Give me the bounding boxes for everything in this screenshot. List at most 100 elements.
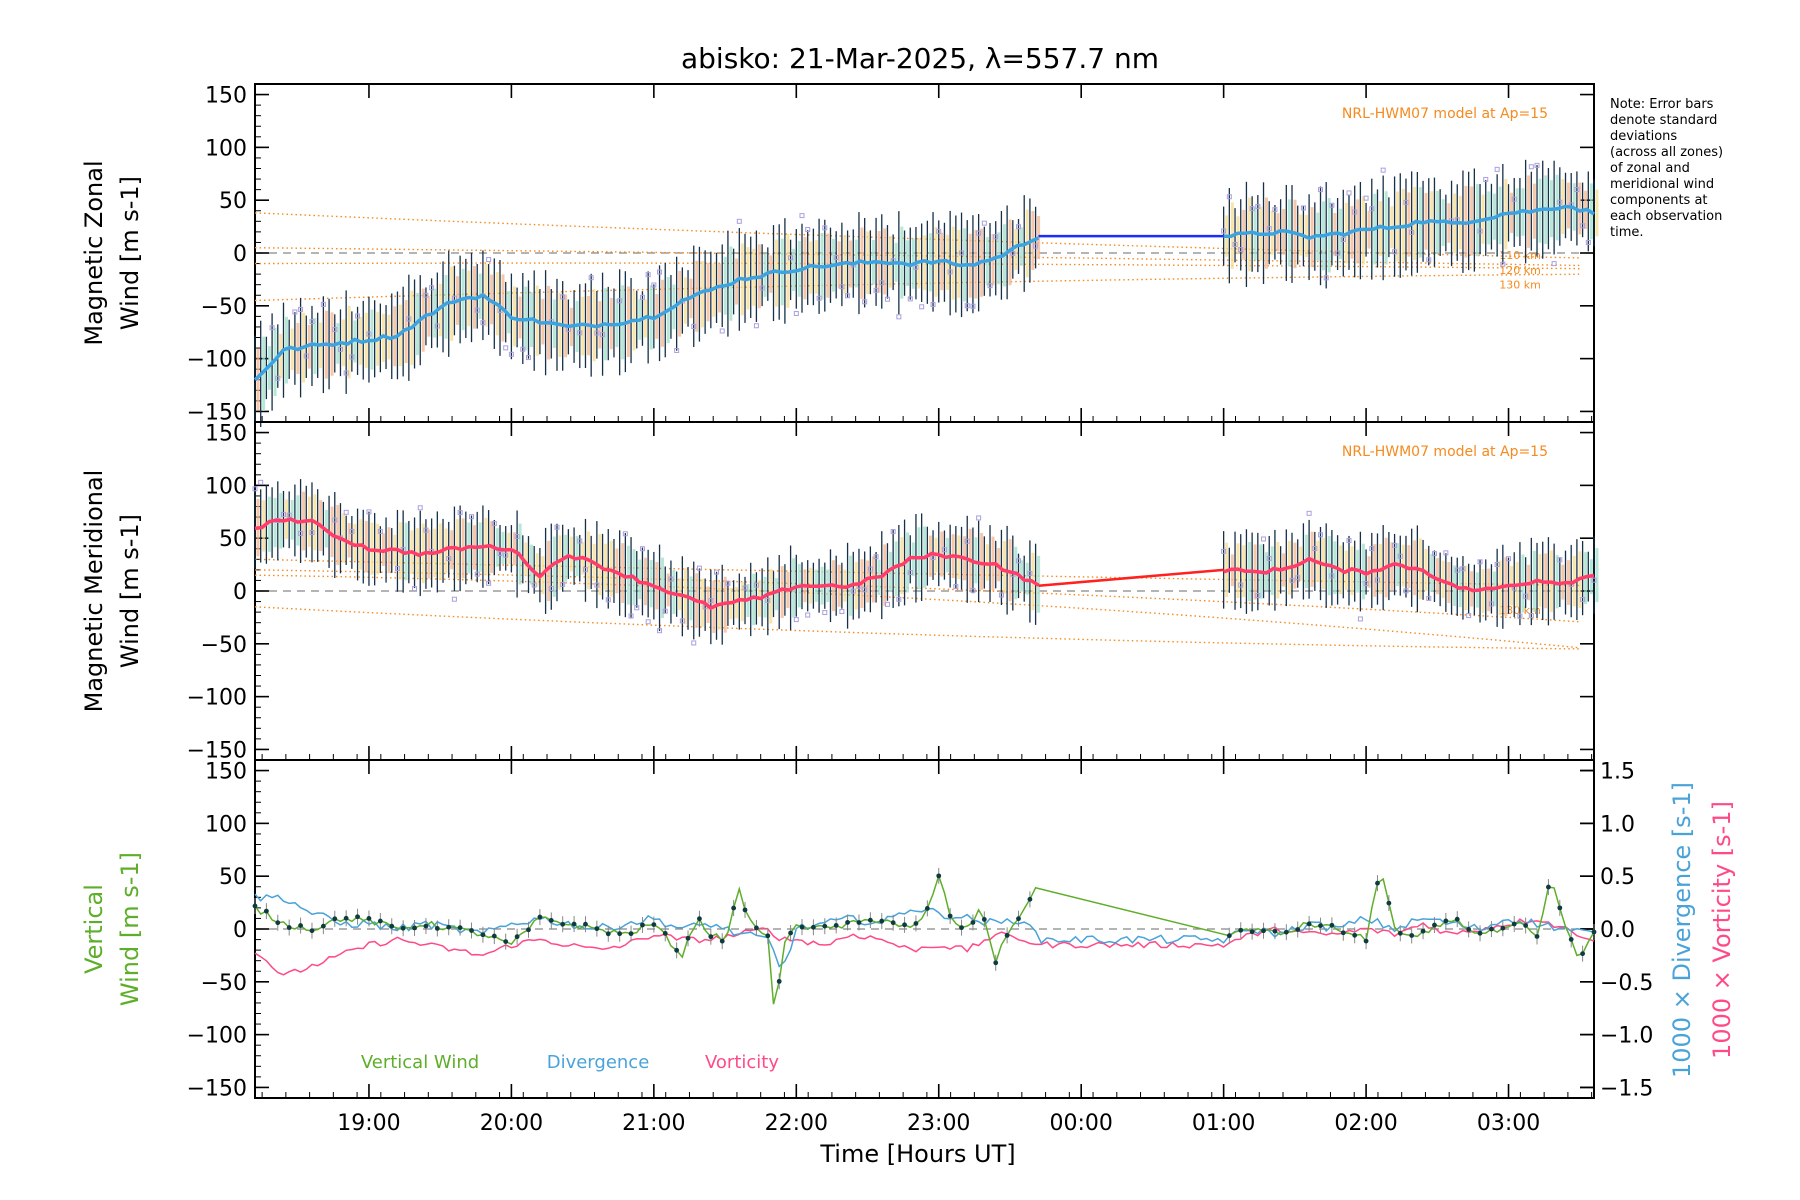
sample-point bbox=[850, 588, 856, 594]
vertical-wind-point bbox=[731, 905, 737, 911]
sample-point bbox=[446, 556, 452, 562]
sample-point bbox=[753, 323, 759, 329]
model-curve bbox=[254, 569, 1580, 623]
sample-point bbox=[970, 303, 976, 309]
vertical-wind-point bbox=[1443, 918, 1449, 924]
vertical-wind-point bbox=[1238, 927, 1244, 933]
sample-point bbox=[628, 613, 634, 619]
x-tick-label: 19:00 bbox=[337, 1111, 400, 1136]
sample-point bbox=[1249, 206, 1255, 212]
note-line: of zonal and bbox=[1610, 161, 1690, 176]
sample-point bbox=[554, 524, 560, 530]
sample-point bbox=[981, 220, 987, 226]
vertical-wind-point bbox=[469, 928, 474, 933]
sample-point bbox=[759, 285, 765, 291]
vertical-wind-point bbox=[1534, 934, 1540, 939]
sample-point bbox=[1403, 588, 1409, 594]
vertical-wind-point bbox=[1352, 932, 1358, 938]
vertical-wind-point bbox=[719, 938, 725, 944]
x-tick-label: 00:00 bbox=[1049, 1111, 1112, 1136]
sample-point bbox=[753, 582, 759, 588]
note-line: Note: Error bars bbox=[1610, 97, 1714, 112]
sample-point bbox=[1289, 577, 1295, 583]
x-tick-label: 20:00 bbox=[480, 1111, 543, 1136]
vertical-wind-point bbox=[1511, 921, 1517, 927]
model-altitude-label: 130 km bbox=[1499, 279, 1541, 292]
y-tick-label: −50 bbox=[201, 971, 247, 996]
vertical-wind-point bbox=[275, 920, 281, 926]
sample-point bbox=[474, 571, 480, 577]
sample-point bbox=[1551, 261, 1557, 267]
sample-point bbox=[503, 345, 509, 351]
x-tick-label: 22:00 bbox=[765, 1111, 828, 1136]
sample-point bbox=[309, 530, 315, 536]
sample-point bbox=[1266, 555, 1272, 561]
vertical-wind-point bbox=[1454, 916, 1460, 922]
vertical-wind-point bbox=[1432, 922, 1437, 928]
sample-point bbox=[337, 346, 343, 352]
vertical-wind-point bbox=[560, 921, 566, 927]
sample-point bbox=[714, 569, 720, 575]
sample-point bbox=[520, 346, 526, 352]
sample-point bbox=[1374, 577, 1380, 583]
sample-point bbox=[679, 618, 685, 624]
sample-point bbox=[1528, 613, 1534, 619]
vertical-wind-point bbox=[617, 931, 623, 937]
sample-point bbox=[708, 598, 714, 604]
model-altitude-label: 110 km bbox=[1499, 249, 1541, 262]
sample-point bbox=[725, 580, 731, 586]
sample-point bbox=[577, 330, 583, 336]
sample-point bbox=[497, 551, 503, 557]
vertical-wind-point bbox=[1283, 929, 1289, 935]
vertical-wind-point bbox=[1004, 932, 1010, 938]
sample-point bbox=[879, 280, 885, 286]
sample-point bbox=[976, 230, 982, 236]
sample-point bbox=[890, 529, 896, 535]
panel-meridional: 150 100 50 0 −50 −100 −150 Magnetic Meridional W… bbox=[80, 421, 1599, 763]
sample-point bbox=[805, 612, 811, 618]
vertical-wind-point bbox=[491, 933, 497, 939]
sample-point bbox=[1574, 187, 1580, 193]
y-tick-label: 100 bbox=[205, 812, 247, 837]
sample-point bbox=[691, 640, 697, 646]
vertical-wind-point bbox=[1500, 925, 1506, 931]
sample-point bbox=[594, 582, 600, 588]
sample-point bbox=[1255, 593, 1261, 599]
sample-point bbox=[1312, 546, 1318, 552]
vertical-wind-point bbox=[947, 913, 953, 919]
sample-point bbox=[531, 582, 537, 588]
sample-point bbox=[1266, 226, 1272, 232]
legend-item: Divergence bbox=[547, 1052, 650, 1073]
vertical-wind-point bbox=[856, 920, 862, 925]
note-line: time. bbox=[1610, 225, 1644, 240]
sample-point bbox=[1426, 257, 1432, 263]
vertical-wind-point bbox=[799, 924, 805, 930]
sample-point bbox=[1221, 228, 1227, 234]
sample-point bbox=[525, 355, 531, 361]
sample-point bbox=[514, 533, 520, 539]
vertical-wind-point bbox=[1477, 930, 1483, 936]
vertical-wind-point bbox=[1272, 928, 1278, 934]
sample-point bbox=[1300, 205, 1306, 211]
vertical-wind-point bbox=[1318, 923, 1323, 929]
sample-point bbox=[1477, 228, 1483, 234]
sample-point bbox=[1580, 596, 1586, 602]
sample-point bbox=[332, 517, 338, 523]
sample-point bbox=[366, 331, 372, 337]
sample-point bbox=[1363, 580, 1369, 586]
sample-point bbox=[845, 293, 851, 299]
y-tick-label: −50 bbox=[201, 633, 247, 658]
sample-point bbox=[936, 228, 942, 234]
sample-point bbox=[691, 323, 697, 329]
vertical-wind-point bbox=[1557, 905, 1563, 911]
y-tick-label: 50 bbox=[219, 865, 247, 890]
note-line: deviations bbox=[1610, 129, 1677, 144]
sample-point bbox=[1591, 577, 1597, 583]
vertical-wind-point bbox=[332, 916, 338, 922]
sample-point bbox=[486, 257, 492, 263]
vertical-wind-point bbox=[286, 925, 292, 930]
sample-point bbox=[1329, 202, 1335, 208]
mean-wind-line bbox=[1223, 204, 1595, 241]
sample-point bbox=[1369, 206, 1375, 212]
